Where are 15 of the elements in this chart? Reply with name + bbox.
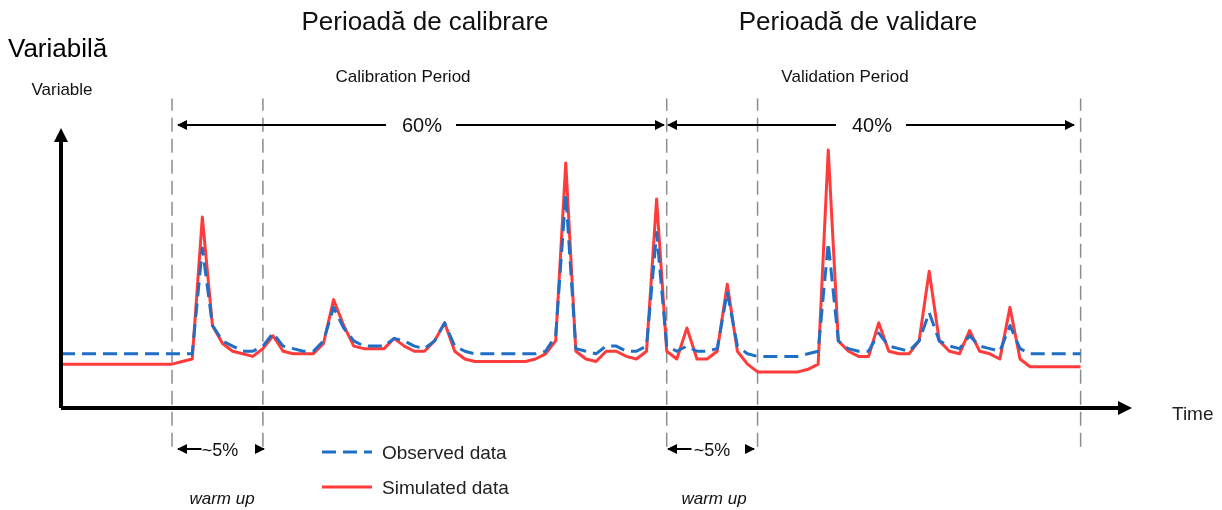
text: warm up [189, 489, 255, 508]
text: ~5% [201, 440, 239, 460]
text: Variable [31, 80, 93, 99]
text: 40% [851, 114, 893, 136]
text: Validation Period [781, 67, 909, 86]
x-axis-title: Time [1172, 403, 1214, 424]
text: Perioadă de calibrare [301, 6, 549, 36]
text: 60% [401, 114, 443, 136]
text: Perioadă de validare [738, 6, 978, 36]
text: ~5% [693, 440, 731, 460]
y-axis-title: Variabilă [8, 33, 108, 63]
text: Calibration Period [335, 67, 471, 86]
legend-label: Simulated data [382, 477, 510, 498]
legend-label: Observed data [382, 442, 508, 463]
text: warm up [681, 489, 747, 508]
